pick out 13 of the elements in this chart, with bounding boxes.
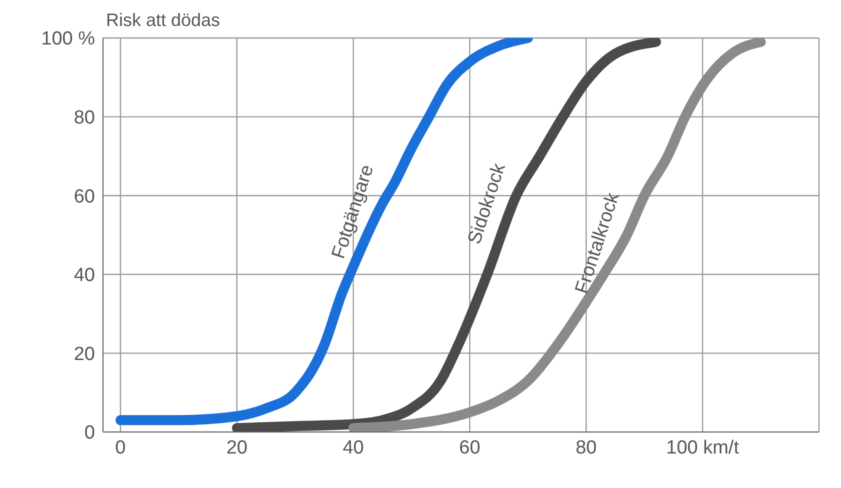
y-tick-label: 20 xyxy=(74,344,95,365)
x-tick-label: 60 xyxy=(459,437,480,458)
y-tick-label: 80 xyxy=(74,108,95,129)
y-tick-label: 60 xyxy=(74,186,95,208)
y-tick-label: 100 % xyxy=(41,28,96,50)
y-axis-title: Risk att dödas xyxy=(106,10,220,31)
x-tick-label: 0 xyxy=(115,437,126,458)
x-tick-label: 80 xyxy=(576,437,597,458)
y-tick-label: 0 xyxy=(84,422,95,444)
x-tick-label: 40 xyxy=(342,437,364,458)
x-tick-label: 100 km/t xyxy=(666,437,740,458)
x-tick-label: 20 xyxy=(226,437,248,458)
y-tick-label: 40 xyxy=(74,265,95,286)
